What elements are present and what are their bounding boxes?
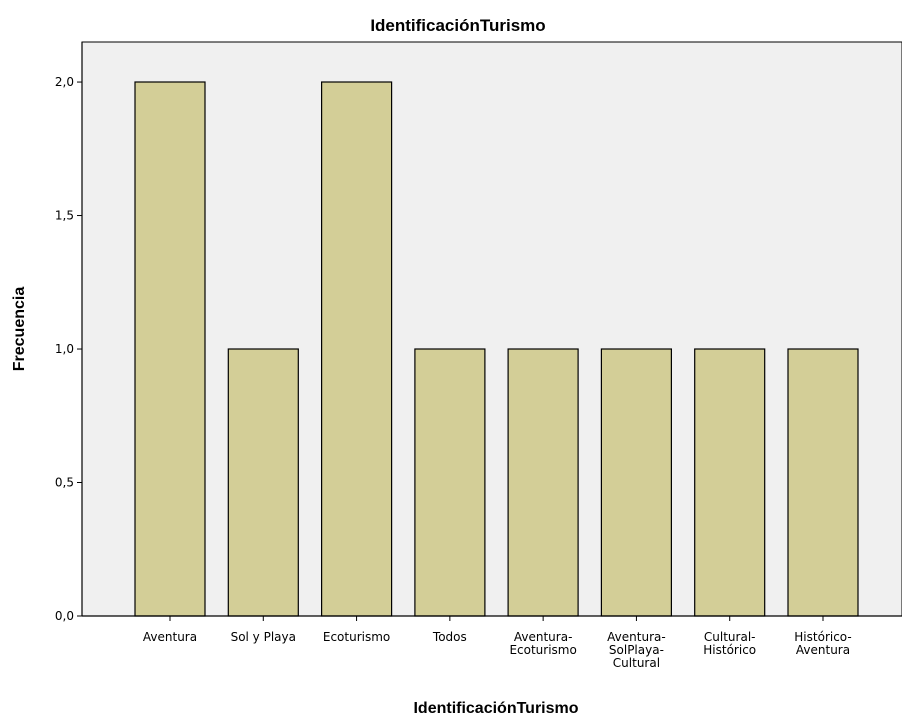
- y-tick-label-3: 1,5: [55, 209, 74, 223]
- y-ticks-layer: 0,0 0,5 1,0 1,5 2,0: [55, 75, 82, 623]
- chart-title: IdentificaciónTurismo: [370, 16, 545, 35]
- x-tick-label-3: Todos: [432, 630, 467, 644]
- x-tick-label-5: Aventura-SolPlaya-Cultural: [607, 630, 666, 670]
- plot-area: [81, 41, 902, 617]
- bar-1: [227, 348, 299, 617]
- y-tick-label-1: 0,5: [55, 476, 74, 490]
- bar-0: [134, 81, 206, 617]
- bar-6: [694, 348, 766, 617]
- x-tick-label-6: Cultural-Histórico: [703, 630, 756, 657]
- x-tick-label-0: Aventura: [143, 630, 197, 644]
- x-tick-label-4: Aventura-Ecoturismo: [509, 630, 576, 657]
- y-axis-title: Frecuencia: [11, 287, 28, 372]
- bar-3: [414, 348, 486, 617]
- x-labels-layer: Aventura Sol y Playa Ecoturismo Todos Aventu…: [143, 616, 852, 670]
- bar-5: [600, 348, 673, 617]
- x-tick-label-1: Sol y Playa: [231, 630, 296, 644]
- x-axis-title: IdentificaciónTurismo: [413, 700, 578, 715]
- bar-7: [787, 348, 859, 617]
- x-tick-label-2: Ecoturismo: [323, 630, 390, 644]
- bar-2: [321, 81, 393, 617]
- bar-4: [507, 348, 579, 617]
- y-tick-label-2: 1,0: [55, 342, 74, 356]
- axes-layer: [81, 42, 902, 617]
- y-tick-label-0: 0,0: [55, 609, 74, 623]
- bars-layer: [134, 81, 859, 617]
- x-tick-label-7: Histórico-Aventura: [794, 630, 851, 657]
- y-tick-label-4: 2,0: [55, 75, 74, 89]
